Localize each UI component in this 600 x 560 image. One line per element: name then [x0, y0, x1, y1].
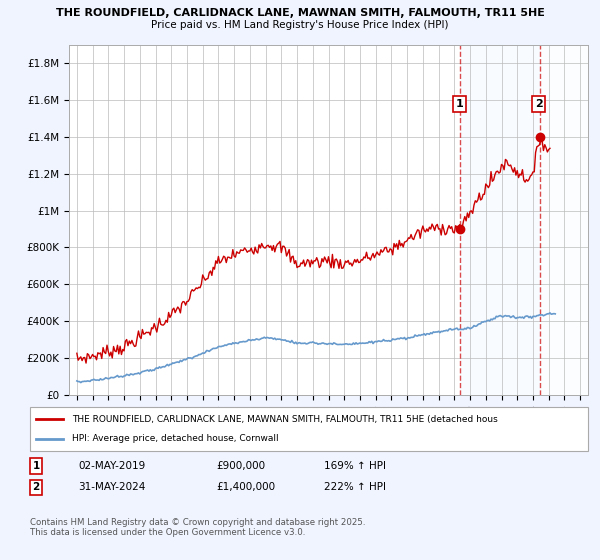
Text: THE ROUNDFIELD, CARLIDNACK LANE, MAWNAN SMITH, FALMOUTH, TR11 5HE: THE ROUNDFIELD, CARLIDNACK LANE, MAWNAN …: [56, 8, 544, 18]
Text: 31-MAY-2024: 31-MAY-2024: [78, 482, 145, 492]
Text: Price paid vs. HM Land Registry's House Price Index (HPI): Price paid vs. HM Land Registry's House …: [151, 20, 449, 30]
Text: £900,000: £900,000: [216, 461, 265, 471]
Text: 1: 1: [32, 461, 40, 471]
Text: 222% ↑ HPI: 222% ↑ HPI: [324, 482, 386, 492]
Text: 2: 2: [535, 99, 542, 109]
Text: 2: 2: [32, 482, 40, 492]
Text: 169% ↑ HPI: 169% ↑ HPI: [324, 461, 386, 471]
FancyBboxPatch shape: [30, 407, 588, 451]
Text: Contains HM Land Registry data © Crown copyright and database right 2025.
This d: Contains HM Land Registry data © Crown c…: [30, 518, 365, 538]
Text: 02-MAY-2019: 02-MAY-2019: [78, 461, 145, 471]
Bar: [539, 45, 588, 395]
Text: £1,400,000: £1,400,000: [216, 482, 275, 492]
Bar: [460, 45, 539, 395]
Text: 1: 1: [455, 99, 463, 109]
Text: THE ROUNDFIELD, CARLIDNACK LANE, MAWNAN SMITH, FALMOUTH, TR11 5HE (detached hous: THE ROUNDFIELD, CARLIDNACK LANE, MAWNAN …: [72, 415, 497, 424]
Text: HPI: Average price, detached house, Cornwall: HPI: Average price, detached house, Corn…: [72, 434, 278, 443]
Bar: [539, 45, 588, 395]
